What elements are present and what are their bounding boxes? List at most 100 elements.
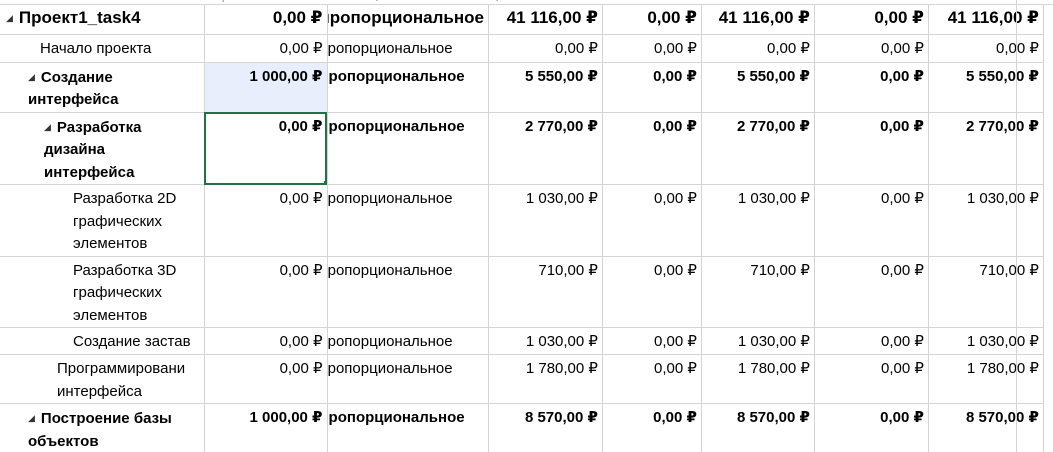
table-row[interactable]: Программировани интерфейса 0,00 ₽ пропор… bbox=[0, 354, 1044, 404]
baseline-cost-cell[interactable]: 0,00 ₽ bbox=[602, 256, 702, 328]
task-name-cell[interactable]: Разработка 2D графических элементов bbox=[0, 184, 205, 257]
baseline-cost-cell[interactable]: 0,00 ₽ bbox=[602, 403, 702, 452]
variance-cell[interactable]: 2 770,00 ₽ bbox=[701, 111, 815, 185]
task-name-cell[interactable]: ◢ Построение базы объектов bbox=[0, 403, 205, 452]
task-name-cell[interactable]: Начало проекта bbox=[0, 34, 205, 63]
table-row[interactable]: Разработка 3D графических элементов 0,00… bbox=[0, 256, 1044, 328]
baseline-cost-cell[interactable]: 0,00 ₽ bbox=[602, 184, 702, 257]
collapse-triangle-icon[interactable]: ◢ bbox=[28, 71, 35, 82]
baseline-cost-cell[interactable]: 0,00 ₽ bbox=[602, 354, 702, 404]
task-name-cell[interactable]: Программировани интерфейса bbox=[0, 354, 205, 404]
task-name: Разработка 3D графических элементов bbox=[73, 261, 177, 324]
table-row[interactable]: Создание застав 0,00 ₽ пропорциональное … bbox=[0, 327, 1044, 355]
fixed-cost-cell[interactable]: 1 000,00 ₽ bbox=[204, 62, 328, 113]
actual-cost-cell[interactable]: 0,00 ₽ bbox=[814, 327, 929, 355]
collapse-triangle-icon[interactable]: ◢ bbox=[6, 13, 13, 23]
variance-cell[interactable]: 710,00 ₽ bbox=[701, 256, 815, 328]
remaining-cost-cell[interactable]: 0,00 ₽ bbox=[928, 34, 1044, 63]
table-row[interactable]: Начало проекта 0,00 ₽ пропорциональное 0… bbox=[0, 34, 1044, 63]
variance-cell[interactable]: 0,00 ₽ bbox=[701, 34, 815, 63]
accrual-cell[interactable]: пропорциональное bbox=[327, 403, 489, 452]
remaining-cost-cell[interactable]: 1 030,00 ₽ bbox=[928, 327, 1044, 355]
total-cost-cell[interactable]: 1 780,00 ₽ bbox=[488, 354, 603, 404]
fixed-cost-cell[interactable]: 0,00 ₽ bbox=[204, 354, 328, 404]
task-name-cell[interactable]: ◢ Разработка дизайна интерфейса bbox=[0, 111, 205, 185]
table-row[interactable]: ◢ Разработка дизайна интерфейса 0,00 ₽ пр… bbox=[0, 111, 1044, 185]
task-name-cell[interactable]: Разработка 3D графических элементов bbox=[0, 256, 205, 328]
accrual-value: пропорциональное bbox=[327, 117, 465, 135]
table-row[interactable]: ◢ Построение базы объектов 1 000,00 ₽ про… bbox=[0, 403, 1044, 452]
total-cost-cell[interactable]: 1 030,00 ₽ bbox=[488, 327, 603, 355]
total-cost-cell[interactable]: 710,00 ₽ bbox=[488, 256, 603, 328]
fixed-cost-cell[interactable]: 1 000,00 ₽ bbox=[204, 403, 328, 452]
accrual-cell[interactable]: пропорциональное bbox=[327, 256, 489, 328]
collapse-triangle-icon[interactable]: ◢ bbox=[28, 413, 35, 423]
baseline-cost-cell[interactable]: 0,00 ₽ bbox=[602, 62, 702, 113]
task-name-cell[interactable]: ◢ Проект1_task4 bbox=[0, 4, 205, 35]
table-row[interactable]: ◢ Проект1_task4 0,00 ₽ пропорциональное 4… bbox=[0, 4, 1044, 35]
variance-cell[interactable]: 5 550,00 ₽ bbox=[701, 62, 815, 113]
total-cost-cell[interactable]: 2 770,00 ₽ bbox=[488, 111, 603, 185]
accrual-value: пропорциональное bbox=[327, 409, 465, 426]
column-header-cost[interactable]: Затраты bbox=[206, 0, 324, 3]
remaining-cost-cell[interactable]: 5 550,00 ₽ bbox=[928, 62, 1044, 113]
table-row[interactable]: ◢ Создание интерфейса 1 000,00 ₽ пропорци… bbox=[0, 62, 1044, 113]
task-name: Создание интерфейса bbox=[28, 68, 119, 109]
task-name: Начало проекта bbox=[40, 39, 152, 57]
variance-cell[interactable]: 1 030,00 ₽ bbox=[701, 184, 815, 257]
actual-cost-cell[interactable]: 0,00 ₽ bbox=[814, 62, 929, 113]
remaining-cost-cell[interactable]: 1 780,00 ₽ bbox=[928, 354, 1044, 404]
fixed-cost-cell[interactable]: 0,00 ₽ bbox=[204, 184, 328, 257]
collapse-triangle-icon[interactable]: ◢ bbox=[44, 121, 51, 132]
remaining-cost-cell[interactable]: 1 030,00 ₽ bbox=[928, 184, 1044, 257]
accrual-cell[interactable]: пропорциональное bbox=[327, 184, 489, 257]
fixed-cost-cell[interactable]: 0,00 ₽ bbox=[204, 256, 328, 328]
task-name: Разработка дизайна интерфейса bbox=[44, 118, 142, 181]
accrual-cell[interactable]: пропорциональное bbox=[327, 354, 489, 404]
accrual-value: пропорциональное bbox=[327, 261, 453, 279]
baseline-cost-cell[interactable]: 0,00 ₽ bbox=[602, 327, 702, 355]
remaining-cost-cell[interactable]: 41 116,00 ₽ bbox=[928, 4, 1044, 35]
actual-cost-cell[interactable]: 0,00 ₽ bbox=[814, 354, 929, 404]
accrual-value: пропорциональное bbox=[327, 190, 453, 207]
fixed-cost-cell[interactable]: 0,00 ₽ bbox=[204, 34, 328, 63]
variance-cell[interactable]: 1 030,00 ₽ bbox=[701, 327, 815, 355]
fixed-cost-cell-active[interactable]: 0,00 ₽ bbox=[204, 111, 328, 185]
remaining-cost-cell[interactable]: 8 570,00 ₽ bbox=[928, 403, 1044, 452]
baseline-cost-cell[interactable]: 0,00 ₽ bbox=[602, 34, 702, 63]
total-cost-cell[interactable]: 1 030,00 ₽ bbox=[488, 184, 603, 257]
baseline-cost-cell[interactable]: 0,00 ₽ bbox=[602, 4, 702, 35]
variance-cell[interactable]: 41 116,00 ₽ bbox=[701, 4, 815, 35]
actual-cost-cell[interactable]: 0,00 ₽ bbox=[814, 403, 929, 452]
accrual-cell[interactable]: пропорциональное bbox=[327, 111, 489, 185]
actual-cost-cell[interactable]: 0,00 ₽ bbox=[814, 111, 929, 185]
total-cost-cell[interactable]: 5 550,00 ₽ bbox=[488, 62, 603, 113]
total-cost-cell[interactable]: 0,00 ₽ bbox=[488, 34, 603, 63]
total-cost-cell[interactable]: 41 116,00 ₽ bbox=[488, 4, 603, 35]
remaining-cost-cell[interactable]: 2 770,00 ₽ bbox=[928, 111, 1044, 185]
task-name: Построение базы объектов bbox=[28, 410, 172, 450]
accrual-cell[interactable]: пропорциональное bbox=[327, 62, 489, 113]
accrual-cell[interactable]: пропорциональное bbox=[327, 4, 489, 35]
total-cost-cell[interactable]: 8 570,00 ₽ bbox=[488, 403, 603, 452]
variance-cell[interactable]: 8 570,00 ₽ bbox=[701, 403, 815, 452]
task-name: Программировани интерфейса bbox=[57, 360, 186, 400]
actual-cost-cell[interactable]: 0,00 ₽ bbox=[814, 256, 929, 328]
column-header-fixed-cost[interactable]: Фикс. затрат bbox=[333, 0, 473, 2]
table-row[interactable]: Разработка 2D графических элементов 0,00… bbox=[0, 184, 1044, 257]
task-name-cell[interactable]: Создание застав bbox=[0, 327, 205, 355]
task-grid: ◢ Проект1_task4 0,00 ₽ пропорциональное 4… bbox=[0, 4, 1044, 452]
fixed-cost-cell[interactable]: 0,00 ₽ bbox=[204, 327, 328, 355]
variance-cell[interactable]: 1 780,00 ₽ bbox=[701, 354, 815, 404]
accrual-cell[interactable]: пропорциональное bbox=[327, 34, 489, 63]
baseline-cost-cell[interactable]: 0,00 ₽ bbox=[602, 111, 702, 185]
column-header-total-cost[interactable]: Затраты bbox=[480, 0, 580, 2]
fixed-cost-cell[interactable]: 0,00 ₽ bbox=[204, 4, 328, 35]
actual-cost-cell[interactable]: 0,00 ₽ bbox=[814, 34, 929, 63]
remaining-cost-cell[interactable]: 710,00 ₽ bbox=[928, 256, 1044, 328]
actual-cost-cell[interactable]: 0,00 ₽ bbox=[814, 184, 929, 257]
task-name-cell[interactable]: ◢ Создание интерфейса bbox=[0, 62, 205, 113]
accrual-cell[interactable]: пропорциональное bbox=[327, 327, 489, 355]
actual-cost-cell[interactable]: 0,00 ₽ bbox=[814, 4, 929, 35]
accrual-value: пропорциональное bbox=[327, 360, 453, 377]
